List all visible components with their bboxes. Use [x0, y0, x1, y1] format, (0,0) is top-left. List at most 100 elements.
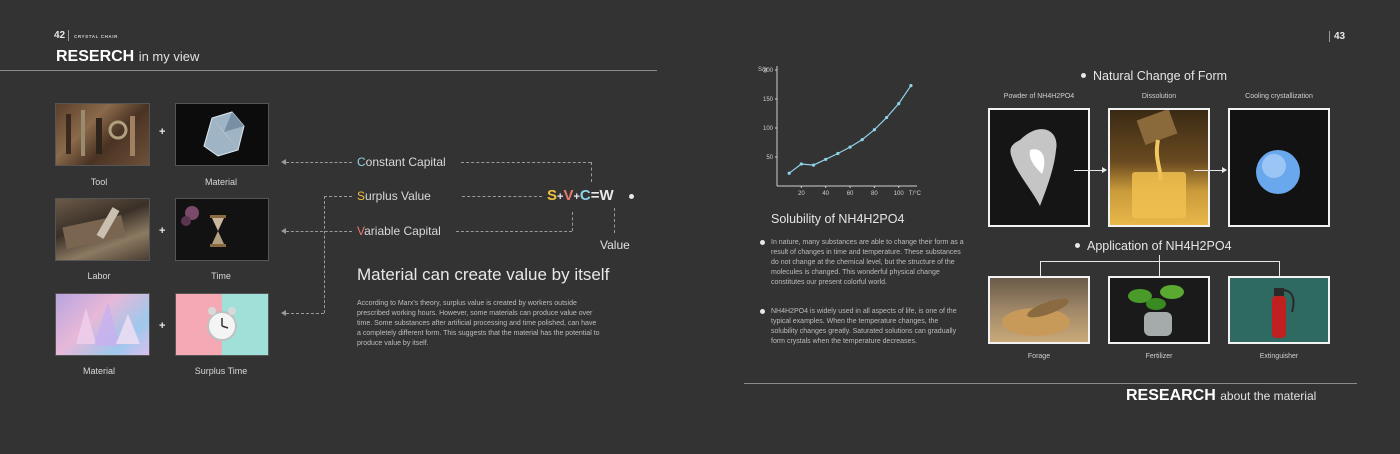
caption-labor: Labor — [87, 271, 111, 281]
right-footer-rule — [744, 383, 1357, 384]
beaker-icon — [1132, 108, 1186, 218]
labor-image — [55, 198, 150, 261]
x-tick-label: 100 — [894, 191, 905, 197]
data-point — [836, 151, 840, 156]
extinguisher-image — [1228, 276, 1330, 344]
tool-image — [55, 103, 150, 166]
connector-constant — [286, 162, 352, 163]
formula-plus: + — [557, 191, 564, 203]
tree-branch — [1040, 261, 1041, 276]
title-light: in my view — [138, 49, 200, 64]
step-arrow-1 — [1074, 170, 1106, 171]
formula-c: C — [579, 187, 591, 204]
y-tick-label: 100 — [763, 126, 774, 132]
plus-sign: + — [159, 320, 166, 332]
data-point — [897, 102, 901, 106]
term-rest: urplus Value — [365, 189, 431, 203]
data-point — [872, 128, 876, 132]
step-caption-powder: Powder of NH4H2PO4 — [1003, 93, 1075, 100]
alarm-clock-icon — [207, 307, 237, 341]
value-label: Value — [600, 238, 630, 252]
data-point — [884, 115, 889, 120]
data-point — [909, 84, 913, 88]
crystal-ball-icon — [1256, 150, 1300, 194]
application-heading: Application of NH4H2PO4 — [1087, 239, 1232, 253]
footer-bold: RESEARCH — [1126, 387, 1216, 404]
term-initial: S — [357, 189, 366, 203]
caption-material: Material — [204, 177, 237, 187]
term-initial: C — [357, 155, 366, 169]
term-initial: V — [357, 224, 365, 238]
y-axis-label: S/g — [758, 67, 767, 73]
chart-title: Solubility of NH4H2PO4 — [771, 212, 905, 226]
crystals-icon — [76, 302, 140, 346]
connector-surplus-down — [324, 196, 325, 313]
time-image — [175, 198, 269, 261]
footer-light: about the material — [1220, 389, 1317, 403]
tree-line — [1040, 261, 1280, 262]
left-page-title: RESERCH in my view — [56, 48, 199, 66]
bullet-text-1: In nature, many substances are able to c… — [771, 239, 964, 286]
data-point — [799, 162, 803, 166]
plus-sign: + — [159, 225, 166, 237]
marx-paragraph: According to Marx's theory, surplus valu… — [357, 300, 600, 347]
y-tick-label: 150 — [763, 97, 774, 103]
data-point — [848, 145, 852, 149]
heading-dot — [1075, 243, 1080, 248]
connector-variable-right — [456, 231, 572, 232]
plant-icon — [1128, 285, 1184, 336]
step-arrow-2 — [1194, 170, 1226, 171]
arrow-head-surplus — [281, 310, 286, 316]
connector-variable-rise — [572, 212, 573, 231]
caption-extinguisher: Extinguisher — [1259, 353, 1299, 360]
svcw-formula: S+V+C=W — [547, 187, 614, 204]
headline: Material can create value by itself — [357, 265, 610, 284]
data-point — [860, 138, 864, 142]
data-point — [787, 171, 791, 175]
title-bold: RESERCH — [56, 48, 135, 65]
surplus-time-image — [175, 293, 269, 356]
fertilizer-image — [1108, 276, 1210, 344]
bullet-dot — [760, 309, 765, 314]
grain-icon — [1002, 298, 1070, 336]
connector-surplus-left — [324, 196, 352, 197]
formula-s: S — [547, 187, 558, 204]
dissolution-image — [1108, 108, 1210, 227]
connector-value-drop — [614, 208, 615, 233]
term-rest: ariable Capital — [364, 224, 441, 238]
term-rest: onstant Capital — [365, 155, 446, 169]
term-variable-capital: Variable Capital — [357, 224, 441, 238]
fire-extinguisher-icon — [1272, 288, 1295, 338]
pink-crystal-image — [55, 293, 150, 356]
formula-bullet-dot — [629, 194, 634, 199]
tools-icon — [66, 110, 135, 156]
woodwork-icon — [62, 207, 126, 249]
crystal-material-image — [175, 103, 269, 166]
formula-equals: = — [590, 187, 600, 204]
y-tick-label: 50 — [766, 155, 773, 161]
solubility-chart: 50 100 150 200 20 40 60 80 100 S/g T/°C — [758, 66, 922, 197]
right-page-number: 43 — [1334, 31, 1346, 42]
data-point — [824, 157, 828, 161]
arrow-right-icon — [1102, 167, 1107, 173]
crystal-icon — [203, 111, 245, 157]
hourglass-icon — [181, 206, 226, 247]
tree-branch — [1159, 261, 1160, 276]
connector-constant-right — [461, 162, 591, 163]
caption-material-2: Material — [82, 366, 115, 376]
forage-image — [988, 276, 1090, 344]
bullet-dot — [760, 240, 765, 245]
right-header-separator — [1329, 31, 1330, 42]
tree-stem — [1159, 255, 1160, 261]
caption-time: Time — [211, 271, 231, 281]
left-page-number: 42 — [54, 30, 66, 41]
crystallization-image — [1228, 108, 1330, 227]
right-footer-title: RESEARCH about the material — [1126, 387, 1316, 405]
connector-surplus-right — [462, 196, 542, 197]
term-surplus-value: Surplus Value — [357, 189, 431, 203]
arrow-right-icon — [1222, 167, 1227, 173]
caption-surplus-time: Surplus Time — [194, 366, 248, 376]
powder-image — [988, 108, 1090, 227]
connector-constant-drop — [591, 162, 592, 182]
x-tick-label: 20 — [798, 191, 805, 197]
